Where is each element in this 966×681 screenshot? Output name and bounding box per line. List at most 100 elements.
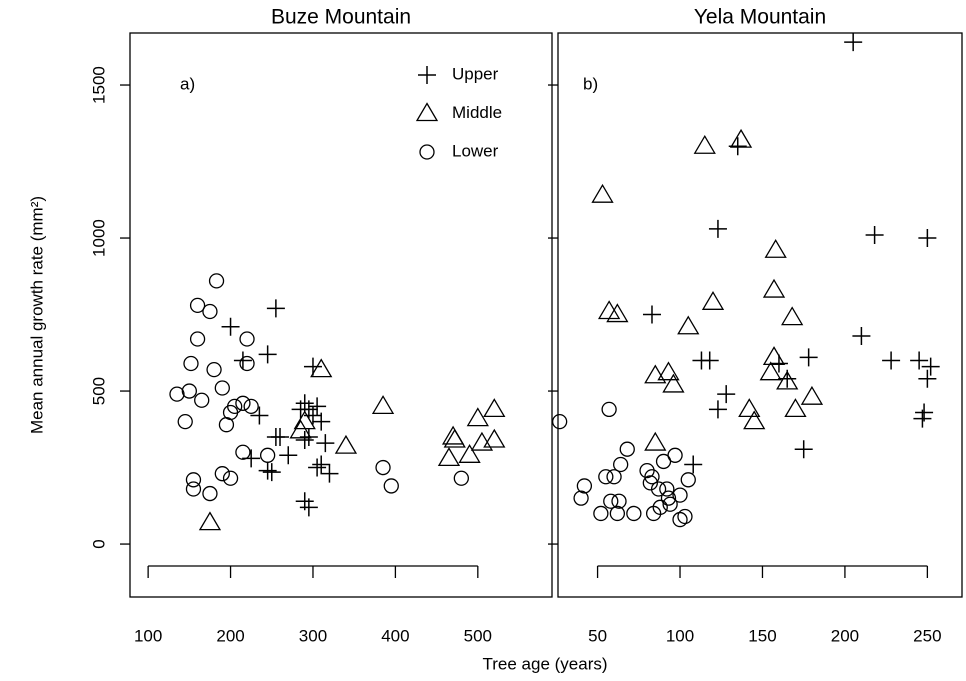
point: [591, 183, 614, 203]
x-tick-label: 50: [588, 626, 607, 645]
point: [320, 464, 339, 483]
y-tick-label: 500: [89, 377, 108, 405]
point: [717, 385, 736, 404]
x-tick-label: 400: [381, 626, 409, 645]
point: [606, 303, 629, 323]
point: [185, 481, 202, 497]
point: [642, 305, 661, 324]
point: [214, 466, 230, 482]
point: [597, 300, 621, 320]
point: [784, 398, 807, 418]
point: [800, 385, 824, 405]
point: [593, 505, 609, 522]
x-tick-label: 300: [299, 626, 327, 645]
point: [177, 413, 193, 430]
point: [221, 317, 240, 336]
point: [660, 490, 677, 506]
x-axis-label: Tree age (years): [482, 654, 607, 673]
point: [852, 326, 871, 345]
point: [657, 361, 680, 381]
point: [619, 441, 635, 457]
x-tick-label: 100: [666, 626, 694, 645]
point: [611, 493, 627, 509]
point: [239, 331, 255, 347]
y-tick-label: 1500: [89, 66, 108, 104]
point: [677, 315, 700, 335]
point: [700, 351, 719, 370]
point: [769, 354, 788, 373]
point: [918, 229, 937, 248]
point: [441, 425, 465, 445]
point: [626, 505, 642, 522]
point: [233, 351, 252, 370]
point: [644, 469, 660, 485]
point: [312, 455, 331, 474]
point: [334, 434, 358, 454]
point: [312, 412, 331, 431]
legend-label: Middle: [452, 103, 502, 122]
point: [738, 398, 761, 418]
point: [194, 392, 210, 408]
point: [443, 428, 466, 448]
point: [308, 458, 327, 477]
x-tick-label: 100: [134, 626, 162, 645]
point: [762, 346, 786, 366]
point: [189, 331, 206, 347]
point: [169, 386, 185, 402]
point: [764, 238, 787, 258]
point: [693, 134, 716, 154]
point: [483, 428, 506, 448]
point: [743, 410, 766, 430]
x-tick-label: 200: [216, 626, 244, 645]
point: [299, 427, 318, 446]
point: [672, 511, 688, 528]
point: [483, 398, 506, 418]
legend-marker: [415, 102, 439, 122]
point: [250, 406, 269, 425]
point: [243, 398, 259, 414]
point: [776, 370, 799, 390]
point: [662, 373, 685, 393]
point: [667, 447, 683, 463]
point: [202, 303, 218, 320]
point: [239, 355, 255, 372]
point: [235, 444, 251, 460]
point: [551, 413, 568, 430]
point: [759, 361, 782, 381]
point: [310, 358, 333, 378]
point: [202, 485, 218, 502]
point: [729, 128, 753, 148]
legend-label: Upper: [452, 64, 499, 83]
point: [235, 395, 251, 411]
point: [708, 219, 727, 238]
point: [598, 469, 614, 485]
point: [271, 427, 290, 446]
point: [208, 273, 225, 289]
point: [659, 481, 675, 497]
point: [279, 446, 298, 465]
point: [466, 407, 489, 427]
point: [603, 493, 619, 509]
x-tick-label: 150: [748, 626, 776, 645]
point: [258, 345, 277, 364]
point: [644, 431, 667, 451]
point: [183, 355, 199, 372]
point: [662, 496, 678, 512]
point: [708, 400, 727, 419]
point: [453, 470, 469, 486]
point: [295, 431, 314, 450]
point: [293, 410, 316, 430]
panel-annotation: a): [180, 74, 195, 93]
plot-frame: [557, 32, 963, 598]
point: [799, 348, 818, 367]
point: [913, 409, 932, 428]
panel-annotation: b): [583, 74, 598, 93]
point: [794, 440, 813, 459]
point: [921, 357, 940, 376]
point: [882, 351, 901, 370]
x-tick-label: 250: [913, 626, 941, 645]
point: [259, 447, 276, 463]
point: [458, 444, 481, 463]
point: [642, 475, 658, 491]
